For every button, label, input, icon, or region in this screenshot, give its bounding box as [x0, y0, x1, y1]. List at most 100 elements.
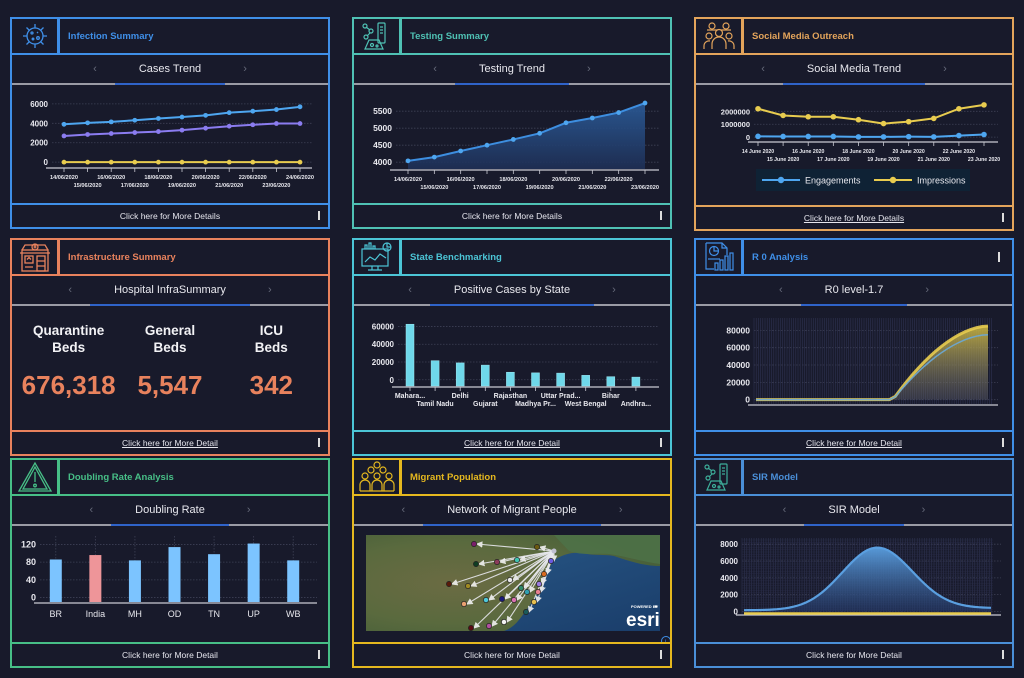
- next-tab-arrow-icon[interactable]: ›: [943, 63, 947, 75]
- next-tab-arrow-icon[interactable]: ›: [618, 504, 623, 516]
- scroll-handle[interactable]: [998, 252, 1000, 262]
- data-point: [830, 133, 837, 140]
- migration-node: [548, 558, 554, 564]
- scroll-handle[interactable]: [1002, 650, 1004, 659]
- tab-doubling-rate[interactable]: Doubling Rate: [111, 496, 229, 526]
- footer-link-text[interactable]: Click here for More Detail: [464, 650, 560, 660]
- y-tick-label: 5000: [373, 123, 392, 133]
- footer-link-text[interactable]: Click here for More Detail: [806, 438, 902, 448]
- series-line: [756, 333, 989, 401]
- next-tab-arrow-icon[interactable]: ›: [921, 504, 926, 516]
- prev-tab-arrow-icon[interactable]: ‹: [778, 284, 783, 296]
- footer-link-text[interactable]: Click here for More Detail: [122, 438, 218, 448]
- prev-tab-arrow-icon[interactable]: ‹: [782, 504, 787, 516]
- tab-r0-level[interactable]: R0 level-1.7: [800, 276, 908, 306]
- data-point: [780, 112, 786, 119]
- bar: [606, 376, 616, 387]
- tab-testing-trend[interactable]: Testing Trend: [454, 55, 570, 85]
- scroll-handle[interactable]: [1002, 213, 1004, 222]
- more-details-link[interactable]: Click here for More Detail: [694, 430, 1014, 456]
- scroll-handle[interactable]: [660, 650, 662, 659]
- prev-tab-arrow-icon[interactable]: ‹: [761, 63, 765, 75]
- migration-node: [486, 623, 492, 629]
- x-tick-label: 17/06/2020: [121, 183, 149, 189]
- data-point: [274, 159, 279, 165]
- prev-tab-arrow-icon[interactable]: ‹: [89, 504, 94, 516]
- tab-network-of-migrant-people[interactable]: Network of Migrant People: [423, 496, 601, 526]
- x-tick-label: BR: [50, 609, 63, 619]
- more-details-link[interactable]: Click here for More Details: [10, 203, 330, 229]
- tab-positive-cases-by-state[interactable]: Positive Cases by State: [429, 276, 595, 306]
- y-tick-label: 0: [745, 395, 750, 405]
- prev-tab-arrow-icon[interactable]: ‹: [68, 284, 73, 296]
- prev-tab-arrow-icon[interactable]: ‹: [401, 504, 406, 516]
- doubling-rate-chart: 0 40 80 120 BR India MH OD TN UP WB: [21, 536, 317, 619]
- bar: [581, 375, 590, 387]
- migration-node: [471, 541, 477, 547]
- scroll-handle[interactable]: [660, 438, 662, 447]
- more-details-link[interactable]: Click here for More Detail: [352, 430, 672, 456]
- footer-link-text[interactable]: Click here for More Details: [119, 211, 221, 221]
- footer-link-text[interactable]: Click here for More Detail: [464, 438, 560, 448]
- more-details-link[interactable]: Click here for More Detail: [10, 430, 330, 456]
- sir-model-chart: 0 2000 4000 6000 8000: [720, 538, 1001, 616]
- next-tab-arrow-icon[interactable]: ›: [925, 284, 930, 296]
- x-tick-label: Tamil Nadu: [416, 401, 453, 408]
- migration-node: [499, 596, 505, 602]
- data-point: [780, 133, 786, 140]
- x-tick-label: 15/06/2020: [420, 185, 448, 191]
- scroll-handle[interactable]: [318, 438, 320, 447]
- legend-label: Engagements: [805, 176, 861, 186]
- bar: [531, 372, 540, 387]
- prev-tab-arrow-icon[interactable]: ‹: [408, 284, 412, 296]
- footer-link-text[interactable]: Click here for More Detail: [806, 650, 902, 660]
- map-land-north: [554, 535, 660, 564]
- next-tab-arrow-icon[interactable]: ›: [246, 504, 251, 516]
- y-tick-label: 80: [26, 557, 36, 567]
- panel-social-media-outreach: Social Media Outreach ‹ Social Media Tre…: [694, 17, 1014, 231]
- panel-doubling-rate-analysis: Doubling Rate Analysis ‹ Doubling Rate ›…: [10, 458, 330, 668]
- next-tab-arrow-icon[interactable]: ›: [243, 63, 247, 75]
- tab-bar: ‹ Doubling Rate ›: [12, 496, 328, 526]
- panel-title: Testing Summary: [410, 30, 490, 42]
- next-tab-arrow-icon[interactable]: ›: [267, 284, 272, 296]
- more-details-link[interactable]: Click here for More Detail: [10, 642, 330, 668]
- bar: [481, 364, 490, 387]
- y-tick-label: 8000: [720, 540, 738, 549]
- esri-attribution: POWERED BY: [631, 604, 659, 609]
- tab-hospital-infrasummary[interactable]: Hospital InfraSummary: [90, 276, 250, 306]
- x-tick-label: 23 June 2020: [968, 157, 1000, 163]
- scroll-handle[interactable]: [660, 211, 662, 220]
- next-tab-arrow-icon[interactable]: ›: [612, 284, 616, 296]
- data-point: [458, 148, 464, 154]
- x-tick-label: 18 June 2020: [842, 149, 874, 155]
- tab-cases-trend[interactable]: Cases Trend: [114, 55, 226, 85]
- more-details-link[interactable]: Click here for More Detail: [694, 642, 1014, 668]
- scroll-handle[interactable]: [1002, 438, 1004, 447]
- y-tick-label: 20000: [372, 358, 395, 367]
- x-tick-label: 23/06/2020: [262, 183, 290, 189]
- migrant-network-map[interactable]: POWERED BY esri i: [354, 526, 671, 646]
- footer-link-text[interactable]: Click here for More Details: [803, 213, 905, 223]
- x-tick-label: 21/06/2020: [578, 185, 606, 191]
- data-point: [274, 107, 279, 112]
- tab-social-media-trend[interactable]: Social Media Trend: [782, 55, 926, 85]
- more-details-link[interactable]: Click here for More Detail: [352, 642, 672, 668]
- panel-header: Doubling Rate Analysis: [10, 458, 330, 496]
- scroll-handle[interactable]: [318, 650, 320, 659]
- scroll-handle[interactable]: [318, 211, 320, 220]
- migration-node: [511, 597, 517, 603]
- prev-tab-arrow-icon[interactable]: ‹: [433, 63, 437, 75]
- more-details-link[interactable]: Click here for More Details: [352, 203, 672, 229]
- x-tick-label: Mahara...: [395, 393, 425, 400]
- x-tick-label: 22/06/2020: [605, 177, 633, 183]
- panel-title: Doubling Rate Analysis: [68, 471, 174, 483]
- general-beds-stat: General Beds 5,547: [120, 306, 220, 401]
- next-tab-arrow-icon[interactable]: ›: [587, 63, 591, 75]
- data-point: [179, 114, 185, 120]
- tab-sir-model[interactable]: SIR Model: [804, 496, 905, 526]
- footer-link-text[interactable]: Click here for More Details: [461, 211, 563, 221]
- footer-link-text[interactable]: Click here for More Detail: [122, 650, 218, 660]
- more-details-link[interactable]: Click here for More Details: [694, 205, 1014, 231]
- prev-tab-arrow-icon[interactable]: ‹: [93, 63, 97, 75]
